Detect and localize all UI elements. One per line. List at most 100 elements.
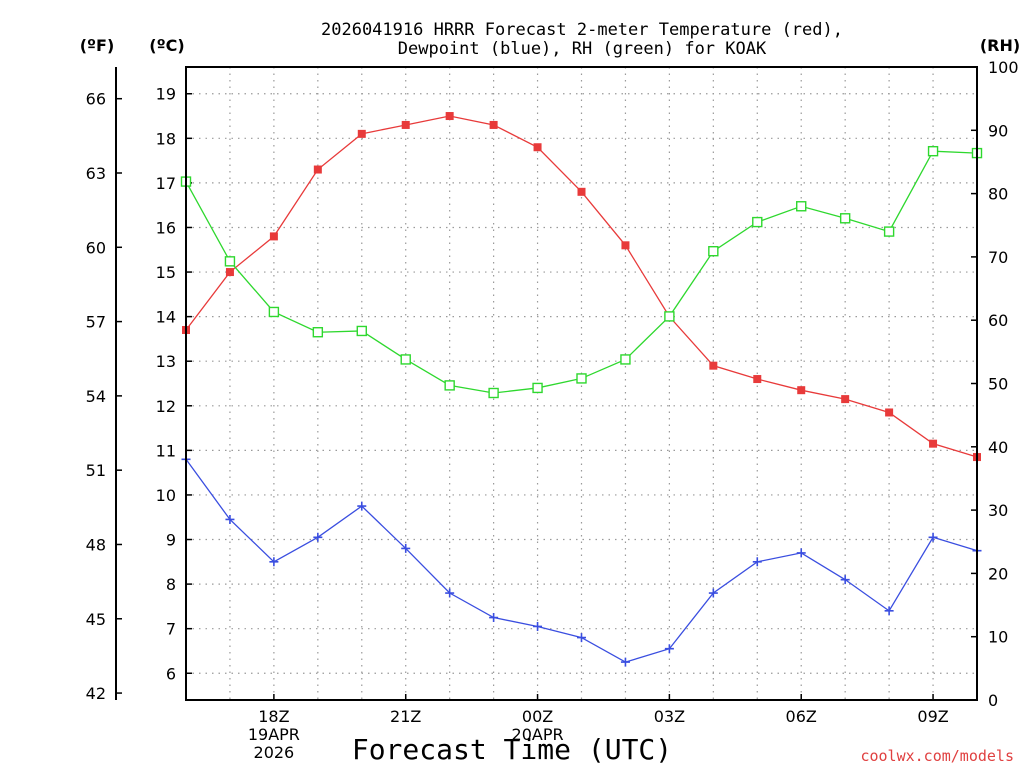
2-meter-temperature-point [269,232,278,241]
2-meter-temperature-point [445,112,454,121]
c-tick-label: 13 [156,352,176,371]
x-axis-label: Forecast Time (UTC) [352,733,672,766]
dewpoint-point [928,532,938,542]
dewpoint-point [752,557,762,567]
c-tick-label: 17 [156,174,176,193]
celsius-unit-label: (ºC) [149,36,184,55]
2-meter-temperature-point [753,375,762,384]
dewpoint-point [401,543,411,553]
c-tick-label: 19 [156,85,176,104]
plot-frame [185,66,978,701]
2-meter-temperature-point [313,165,322,174]
dewpoint-point [664,644,674,654]
dewpoint-point [577,633,586,643]
x-tick-label: 19APR [248,725,300,744]
f-tick-label: 48 [86,535,106,554]
c-tick-label: 18 [156,129,176,148]
2-meter-temperature-point [709,361,718,370]
rh-tick-label: 60 [988,311,1008,330]
relative-humidity-point [576,373,587,384]
rh-tick-label: 80 [988,185,1008,204]
f-tick-label: 51 [86,461,106,480]
dewpoint-point [445,588,455,598]
2-meter-temperature-point [621,241,630,250]
credit-text: coolwx.com/models [860,747,1014,765]
relative-humidity-point [927,145,939,157]
x-tick-label: 18Z [258,707,289,726]
x-tick-label: 00Z [522,707,553,726]
f-tick-label: 54 [86,387,106,406]
relative-humidity-point [444,380,455,391]
rh-tick-label: 10 [988,628,1008,647]
relative-humidity-point [400,354,411,365]
f-tick-label: 57 [86,313,106,332]
f-tick-label: 45 [86,610,106,629]
relative-humidity-point [312,327,324,338]
axes: 4245485154576063666789101112131415161718… [86,58,1019,762]
rh-tick-label: 70 [988,248,1008,267]
relative-humidity-point [708,246,719,257]
rh-tick-label: 30 [988,501,1008,520]
relative-humidity-point [752,216,763,228]
rh-tick-label: 50 [988,375,1008,394]
gridlines [186,67,977,700]
relative-humidity-point [532,382,543,394]
dewpoint-point [313,532,323,542]
2-meter-temperature-point [489,120,498,129]
relative-humidity-point [796,201,807,212]
dewpoint-point [840,575,850,585]
c-tick-label: 14 [156,308,176,327]
relative-humidity-point [839,213,851,224]
2-meter-temperature-point [885,408,894,417]
x-tick-label: 03Z [654,707,685,726]
x-tick-label: 21Z [390,707,421,726]
f-tick-label: 66 [86,90,106,109]
dewpoint-point [357,501,367,511]
x-tick-label: 09Z [917,707,948,726]
chart-title-line1: 2026041916 HRRR Forecast 2-meter Tempera… [321,20,843,40]
dewpoint-point [796,548,806,558]
c-tick-label: 6 [166,664,176,683]
f-tick-label: 42 [86,684,106,703]
f-tick-label: 60 [86,238,106,257]
dewpoint-point [533,621,543,631]
2-meter-temperature-point [797,386,806,395]
relative-humidity-point [224,256,236,267]
f-tick-label: 63 [86,164,106,183]
x-tick-label: 06Z [786,707,817,726]
rh-unit-label: (RH) [980,36,1020,55]
c-tick-label: 12 [156,397,176,416]
relative-humidity-point [664,311,675,322]
relative-humidity-point [883,226,895,237]
x-tick-label: 20APR [512,725,564,744]
rh-tick-label: 90 [988,121,1008,140]
2-meter-temperature-point [841,395,850,404]
c-tick-label: 10 [156,486,176,505]
dewpoint-point [620,657,630,667]
2-meter-temperature-point [401,120,410,129]
relative-humidity-point [268,306,280,318]
relative-humidity-line [185,150,978,394]
dewpoint-point [708,588,718,598]
data-series [180,112,983,667]
c-tick-label: 11 [156,441,176,460]
relative-humidity-point [620,354,631,365]
rh-tick-label: 40 [988,438,1008,457]
2-meter-temperature-point [225,268,234,277]
c-tick-label: 7 [166,620,176,639]
c-tick-label: 15 [156,263,176,282]
fahrenheit-unit-label: (ºF) [80,36,115,55]
dewpoint-point [489,613,499,623]
relative-humidity-point [356,325,367,337]
2-meter-temperature-point [533,143,542,152]
dewpoint-point [269,557,279,567]
x-tick-label: 2026 [254,743,295,762]
relative-humidity-point [488,387,499,399]
c-tick-label: 8 [166,575,176,594]
2-meter-temperature-point [577,187,586,196]
rh-tick-label: 20 [988,564,1008,583]
chart-title-line2: Dewpoint (blue), RH (green) for KOAK [398,39,767,59]
c-tick-label: 9 [166,531,176,550]
2-meter-temperature-point [357,129,366,138]
